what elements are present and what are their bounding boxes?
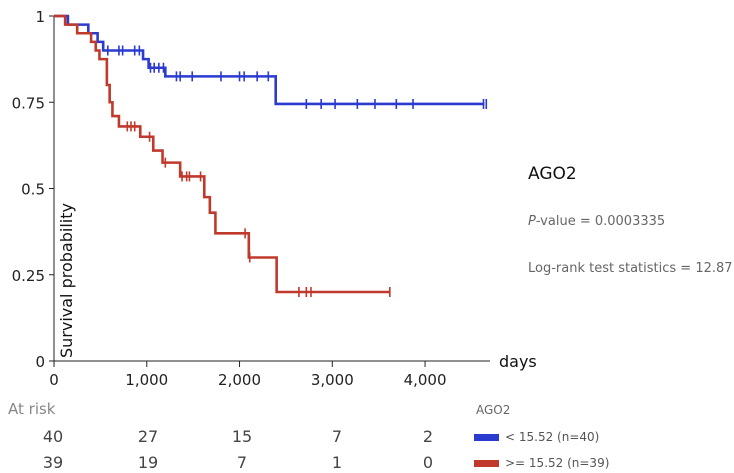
legend-swatch-high (474, 459, 499, 467)
at-risk-count: 27 (137, 427, 159, 446)
axes: 0 0.25 0.5 0.75 1 0 1,000 2,000 3,000 4,000 (12, 8, 490, 389)
at-risk-count: 39 (42, 453, 64, 472)
p-value-text: -value = 0.0003335 (535, 214, 666, 229)
at-risk-row-high: 39 19 7 1 0 (0, 453, 734, 473)
at-risk-count: 1 (331, 453, 343, 472)
logrank-statistic: Log-rank test statistics = 12.87 (528, 261, 733, 276)
y-tick-label: 0.75 (12, 94, 45, 112)
survival-curve-0 (54, 14, 485, 106)
series-lines (54, 14, 488, 297)
x-tick-label: 3,000 (311, 371, 354, 389)
gene-title: AGO2 (528, 164, 577, 184)
at-risk-count: 15 (231, 427, 253, 446)
p-value: P-value = 0.0003335 (528, 214, 665, 229)
y-tick-label: 0 (35, 353, 45, 371)
at-risk-count: 7 (236, 453, 248, 472)
legend-swatch-low (474, 433, 499, 441)
y-tick-label: 0.5 (21, 181, 45, 199)
at-risk-count: 7 (331, 427, 343, 446)
at-risk-count: 0 (422, 453, 434, 472)
at-risk-count: 40 (42, 427, 64, 446)
x-tick-label: 4,000 (404, 371, 447, 389)
at-risk-label: At risk (8, 400, 56, 418)
x-tick-label: 0 (49, 371, 59, 389)
km-chart: 0 0.25 0.5 0.75 1 0 1,000 2,000 3,000 4,000 Survi… (12, 8, 537, 389)
y-tick-label: 1 (35, 8, 45, 26)
y-axis-label: Survival probability (57, 203, 76, 358)
x-tick-label: 1,000 (125, 371, 168, 389)
p-value-prefix: P (528, 214, 536, 229)
survival-curve-1 (54, 14, 390, 294)
legend-item-high: >= 15.52 (n=39) (474, 455, 609, 471)
x-tick-label: 2,000 (218, 371, 261, 389)
y-tick-label: 0.25 (12, 267, 45, 285)
x-axis-label: days (499, 352, 537, 371)
legend-item-low: < 15.52 (n=40) (474, 429, 599, 445)
legend-label-low: < 15.52 (n=40) (505, 430, 600, 444)
at-risk-row-low: 40 27 15 7 2 (0, 427, 734, 447)
at-risk-count: 19 (137, 453, 159, 472)
legend-title: AGO2 (476, 403, 511, 417)
at-risk-count: 2 (422, 427, 434, 446)
legend-label-high: >= 15.52 (n=39) (505, 456, 610, 470)
